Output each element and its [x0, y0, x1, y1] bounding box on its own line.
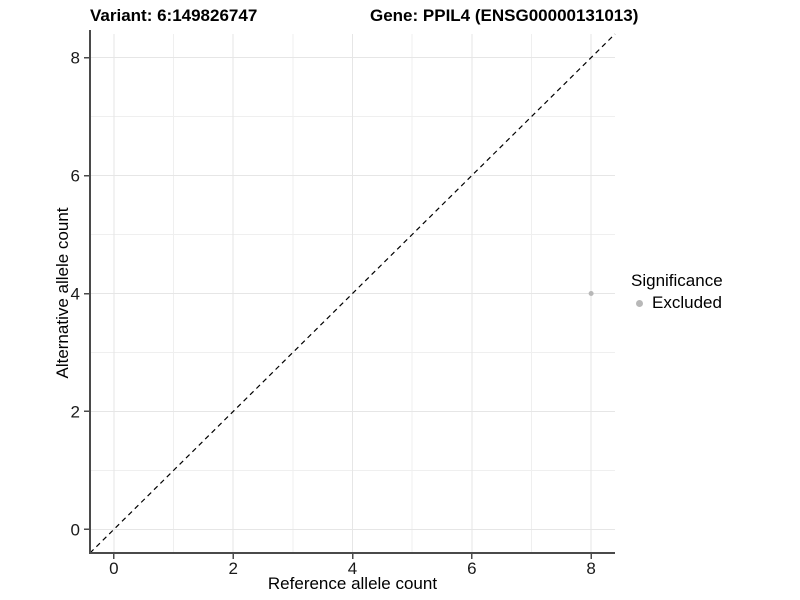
svg-text:0: 0 [71, 520, 80, 539]
legend-item-excluded: Excluded [631, 293, 723, 313]
legend-title: Significance [631, 271, 723, 290]
svg-text:0: 0 [109, 559, 118, 578]
svg-text:4: 4 [71, 285, 80, 304]
svg-text:6: 6 [467, 559, 476, 578]
y-axis-title: Alternative allele count [53, 207, 72, 379]
gene-title: Gene: PPIL4 (ENSG00000131013) [370, 6, 639, 25]
svg-text:8: 8 [71, 49, 80, 68]
legend-point-icon [636, 299, 643, 307]
svg-text:2: 2 [228, 559, 237, 578]
svg-text:8: 8 [586, 559, 595, 578]
svg-text:4: 4 [348, 559, 357, 578]
svg-text:2: 2 [71, 402, 80, 421]
legend: Significance Excluded [631, 271, 723, 313]
variant-title: Variant: 6:149826747 [90, 6, 258, 25]
x-axis-title: Reference allele count [267, 574, 438, 593]
svg-text:6: 6 [71, 167, 80, 186]
legend-item-label: Excluded [652, 293, 722, 312]
